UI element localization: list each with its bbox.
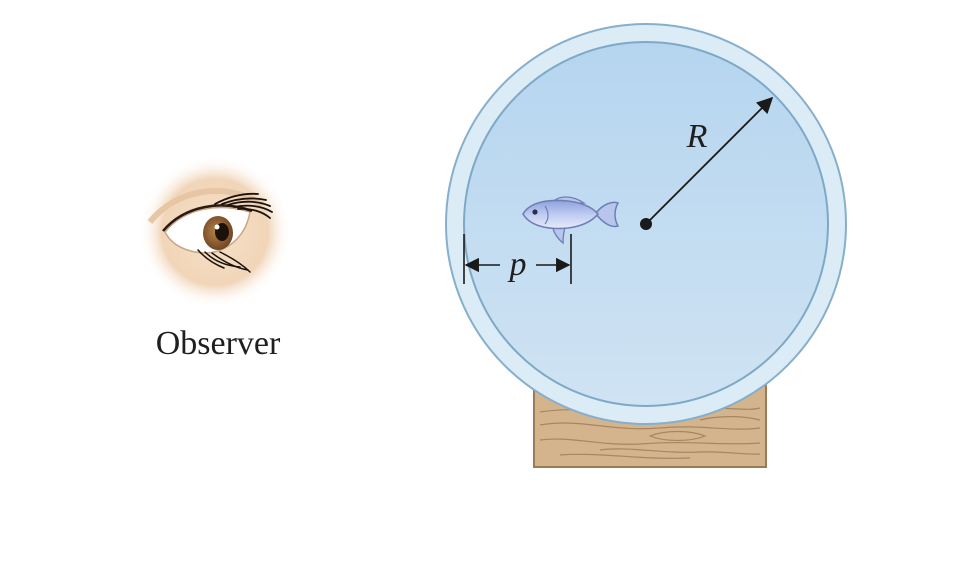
fish-icon: [522, 196, 620, 245]
observer-label: Observer: [156, 325, 281, 362]
radius-label: R: [686, 118, 708, 155]
bowl-center-point: [640, 218, 652, 230]
radius-indicator: [640, 96, 774, 230]
distance-indicator: [463, 234, 572, 284]
distance-label: p: [508, 246, 527, 283]
observer-eye-icon: [139, 156, 291, 308]
